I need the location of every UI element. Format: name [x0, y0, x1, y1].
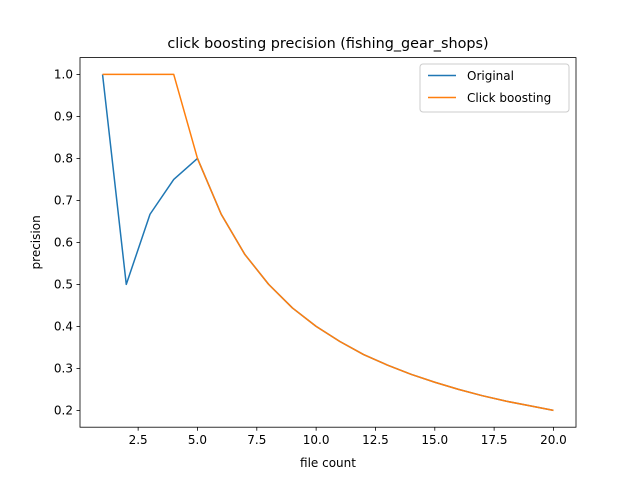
- x-tick-label: 10.0: [303, 433, 330, 447]
- x-tick-label: 20.0: [540, 433, 567, 447]
- y-tick-label: 0.3: [54, 362, 73, 376]
- legend-label-click-boosting: Click boosting: [467, 91, 551, 105]
- y-tick-label: 0.6: [54, 236, 73, 250]
- x-axis-label: file count: [300, 456, 356, 470]
- y-tick-label: 0.2: [54, 404, 73, 418]
- y-tick-label: 1.0: [54, 68, 73, 82]
- legend-label-original: Original: [467, 69, 514, 83]
- legend: Original Click boosting: [419, 63, 570, 113]
- x-tick-label: 7.5: [247, 433, 266, 447]
- x-tick-label: 15.0: [421, 433, 448, 447]
- x-tick-label: 17.5: [481, 433, 508, 447]
- x-tick-label: 5.0: [188, 433, 207, 447]
- y-axis-label: precision: [29, 215, 43, 269]
- y-tick-label: 0.4: [54, 320, 73, 334]
- y-tick-label: 0.9: [54, 110, 73, 124]
- y-tick-label: 0.5: [54, 278, 73, 292]
- plot-area: [80, 57, 576, 428]
- y-tick-label: 0.7: [54, 194, 73, 208]
- y-axis: 0.2 0.3 0.4 0.5 0.6 0.7 0.8 0.9 1.0: [54, 68, 80, 418]
- x-tick-label: 2.5: [129, 433, 148, 447]
- x-tick-label: 12.5: [362, 433, 389, 447]
- legend-frame: [419, 63, 570, 113]
- series-line-click-boosting: [102, 73, 554, 412]
- chart-title: click boosting precision (fishing_gear_s…: [167, 36, 488, 52]
- y-tick-label: 0.8: [54, 152, 73, 166]
- series-layer: [101, 73, 554, 412]
- x-axis: 2.5 5.0 7.5 10.0 12.5 15.0 17.5 20.0: [129, 427, 567, 447]
